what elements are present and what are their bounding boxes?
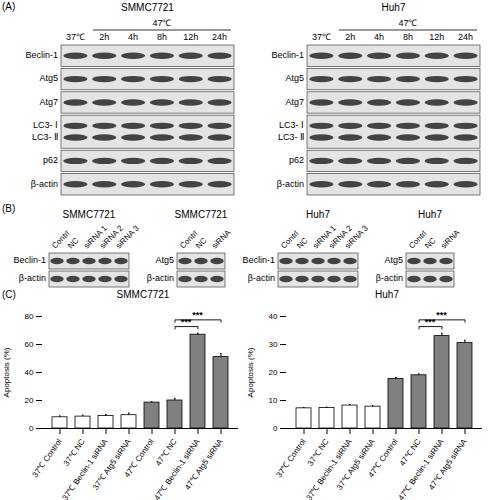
svg-text:4h: 4h [128, 32, 138, 42]
svg-text:p62: p62 [289, 155, 304, 165]
svg-text:2h: 2h [345, 32, 355, 42]
svg-text:Atg5: Atg5 [155, 255, 174, 265]
svg-text:LC3- Ⅰ: LC3- Ⅰ [33, 120, 58, 130]
svg-text:47℃ Control: 47℃ Control [123, 437, 156, 479]
svg-text:Huh7: Huh7 [418, 209, 442, 220]
svg-text:siRNA 1: siRNA 1 [82, 223, 109, 251]
svg-text:siRNA 2: siRNA 2 [327, 223, 354, 251]
svg-text:NC: NC [295, 236, 310, 251]
svg-text:***: *** [181, 317, 192, 327]
svg-text:40: 40 [25, 368, 34, 377]
svg-text:47℃ NC: 47℃ NC [154, 437, 179, 467]
svg-text:12h: 12h [183, 32, 198, 42]
svg-text:Beclin-1: Beclin-1 [25, 50, 58, 60]
svg-text:37℃: 37℃ [66, 32, 85, 42]
svg-text:p62: p62 [43, 155, 58, 165]
svg-text:LC3- Ⅰ: LC3- Ⅰ [279, 120, 304, 130]
svg-text:20: 20 [25, 396, 34, 405]
svg-text:Contrl: Contrl [279, 229, 301, 251]
svg-text:β-actin: β-actin [147, 273, 174, 283]
svg-text:SMMC7721: SMMC7721 [63, 209, 116, 220]
svg-text:37℃: 37℃ [312, 32, 331, 42]
svg-text:Apoptosis (%): Apoptosis (%) [2, 347, 11, 397]
svg-text:***: *** [192, 310, 203, 320]
svg-text:β-actin: β-actin [376, 273, 403, 283]
svg-text:(A): (A) [2, 1, 15, 12]
svg-text:siRNA: siRNA [210, 228, 233, 251]
svg-text:LC3- Ⅱ: LC3- Ⅱ [278, 132, 304, 142]
svg-text:Contrl: Contrl [178, 229, 200, 251]
svg-text:60: 60 [25, 340, 34, 349]
svg-text:siRNA 3: siRNA 3 [343, 223, 370, 250]
svg-text:24h: 24h [212, 32, 227, 42]
svg-text:siRNA 3: siRNA 3 [114, 223, 141, 250]
svg-text:siRNA 1: siRNA 1 [311, 223, 338, 251]
svg-text:NC: NC [66, 236, 81, 251]
svg-text:47℃ Atg5 siRNA: 47℃ Atg5 siRNA [427, 437, 469, 492]
svg-text:β-actin: β-actin [19, 273, 46, 283]
svg-text:Atg7: Atg7 [285, 97, 304, 107]
svg-text:Huh7: Huh7 [382, 2, 406, 13]
svg-text:0: 0 [273, 424, 278, 433]
svg-text:NC: NC [194, 236, 209, 251]
svg-text:47℃ Atg5 siRNA: 47℃ Atg5 siRNA [183, 437, 225, 492]
svg-text:siRNA 2: siRNA 2 [98, 223, 125, 251]
svg-text:Atg5: Atg5 [285, 73, 304, 83]
svg-text:37℃ Control: 37℃ Control [31, 437, 64, 479]
svg-text:4h: 4h [374, 32, 384, 42]
svg-text:24h: 24h [458, 32, 473, 42]
svg-text:8h: 8h [403, 32, 413, 42]
svg-text:2h: 2h [99, 32, 109, 42]
svg-text:37℃ NC: 37℃ NC [306, 437, 331, 467]
svg-text:47℃ Control: 47℃ Control [367, 437, 400, 479]
svg-text:10: 10 [269, 396, 278, 405]
svg-text:Beclin-1: Beclin-1 [242, 255, 275, 265]
svg-text:β-actin: β-actin [248, 273, 275, 283]
svg-text:***: *** [436, 310, 447, 320]
svg-text:siRNA: siRNA [439, 228, 462, 251]
svg-text:Contrl: Contrl [407, 229, 429, 251]
svg-text:***: *** [425, 317, 436, 327]
svg-text:Beclin-1: Beclin-1 [13, 255, 46, 265]
svg-text:8h: 8h [157, 32, 167, 42]
svg-text:LC3- Ⅱ: LC3- Ⅱ [32, 132, 58, 142]
svg-text:Huh7: Huh7 [306, 209, 330, 220]
html-text:SMMC7721: SMMC7721 [116, 289, 170, 300]
svg-text:Apoptosis (%): Apoptosis (%) [246, 347, 255, 397]
svg-text:40: 40 [269, 312, 278, 321]
svg-text:Beclin-1: Beclin-1 [271, 50, 304, 60]
svg-text:0: 0 [29, 424, 34, 433]
svg-text:20: 20 [269, 368, 278, 377]
svg-text:NC: NC [423, 236, 438, 251]
svg-text:SMMC7721: SMMC7721 [175, 209, 228, 220]
svg-text:47℃: 47℃ [152, 18, 171, 28]
html-text:(C): (C) [2, 289, 16, 300]
svg-text:Contrl: Contrl [50, 229, 72, 251]
html-text:Huh7: Huh7 [375, 289, 399, 300]
svg-text:SMMC7721: SMMC7721 [121, 2, 174, 13]
svg-text:47℃: 47℃ [398, 18, 417, 28]
svg-text:12h: 12h [429, 32, 444, 42]
svg-text:Atg5: Atg5 [384, 255, 403, 265]
svg-text:Atg5: Atg5 [39, 73, 58, 83]
svg-text:30: 30 [269, 340, 278, 349]
svg-text:47℃ NC: 47℃ NC [398, 437, 423, 467]
svg-text:Atg7: Atg7 [39, 97, 58, 107]
svg-text:37℃ NC: 37℃ NC [62, 437, 87, 467]
svg-text:37℃ Atg5 siRNA: 37℃ Atg5 siRNA [335, 437, 377, 492]
svg-text:β-actin: β-actin [31, 179, 58, 189]
svg-text:37℃ Atg5 siRNA: 37℃ Atg5 siRNA [91, 437, 133, 492]
svg-text:β-actin: β-actin [277, 179, 304, 189]
svg-text:37℃ Control: 37℃ Control [275, 437, 308, 479]
svg-text:80: 80 [25, 312, 34, 321]
svg-text:(B): (B) [2, 203, 15, 214]
